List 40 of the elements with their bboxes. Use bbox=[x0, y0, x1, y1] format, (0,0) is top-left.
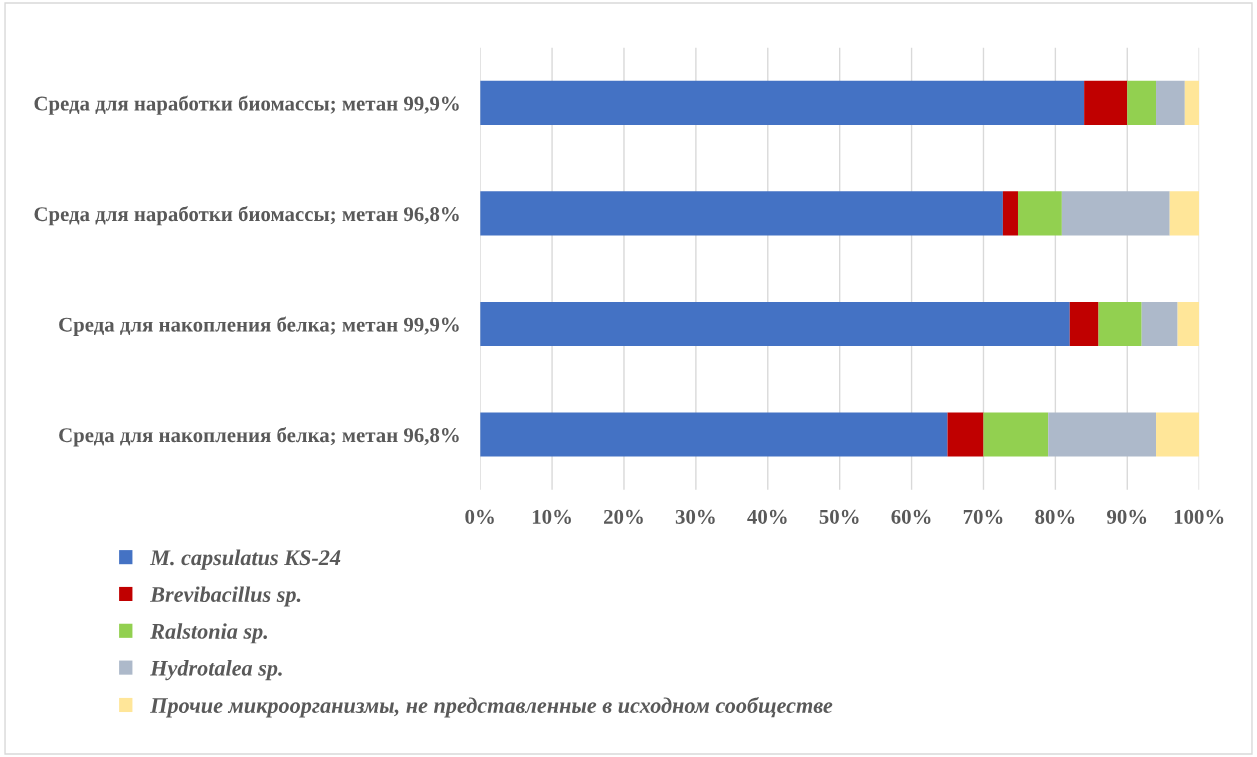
bar bbox=[1141, 301, 1178, 347]
legend-label: Brevibacillus sp. bbox=[150, 586, 301, 607]
bar bbox=[1069, 301, 1099, 347]
bar bbox=[1184, 80, 1200, 126]
y-tick-label: Среда для накопления белка; метан 99,9% bbox=[59, 316, 459, 336]
x-tick-label: 50% bbox=[819, 509, 859, 524]
bar bbox=[1127, 80, 1157, 126]
bar bbox=[947, 412, 984, 457]
y-tick-label: Среда для наработки биомассы; метан 96,8% bbox=[34, 206, 459, 226]
x-tick-label: 20% bbox=[604, 509, 643, 524]
bar bbox=[1177, 301, 1200, 347]
bar bbox=[1156, 412, 1200, 457]
legend-label: Ralstonia sp. bbox=[150, 623, 267, 644]
x-tick-label: 30% bbox=[675, 509, 715, 524]
bar bbox=[1169, 191, 1200, 236]
bar bbox=[1061, 191, 1170, 236]
x-tick-label: 10% bbox=[532, 509, 571, 524]
bar bbox=[480, 412, 948, 457]
x-tick-label: 0% bbox=[465, 509, 494, 524]
x-tick-label: 70% bbox=[963, 509, 1003, 524]
legend-label: M. capsulatus KS-24 bbox=[149, 549, 341, 570]
bar bbox=[480, 301, 1070, 347]
bar bbox=[1084, 80, 1128, 126]
x-tick-label: 80% bbox=[1035, 509, 1075, 524]
bar bbox=[983, 412, 1049, 457]
x-tick-label: 40% bbox=[747, 509, 787, 524]
x-tick-label: 100% bbox=[1174, 509, 1224, 524]
bar bbox=[1017, 191, 1062, 236]
y-tick-label: Среда для наработки биомассы; метан 99,9% bbox=[34, 95, 459, 115]
bar bbox=[1002, 191, 1018, 236]
legend-label: Прочие микроорганизмы, не представленные в исходном сообществе bbox=[150, 696, 833, 718]
bar bbox=[1156, 80, 1185, 126]
bar bbox=[1048, 412, 1157, 457]
y-tick-label: Среда для накопления белка; метан 96,8% bbox=[59, 427, 459, 447]
x-tick-label: 90% bbox=[1107, 509, 1147, 524]
legend-label: Hydrotalea sp. bbox=[150, 660, 282, 681]
bar bbox=[480, 80, 1085, 126]
bar bbox=[1098, 301, 1142, 347]
bar bbox=[480, 191, 1003, 236]
x-tick-label: 60% bbox=[891, 509, 931, 524]
